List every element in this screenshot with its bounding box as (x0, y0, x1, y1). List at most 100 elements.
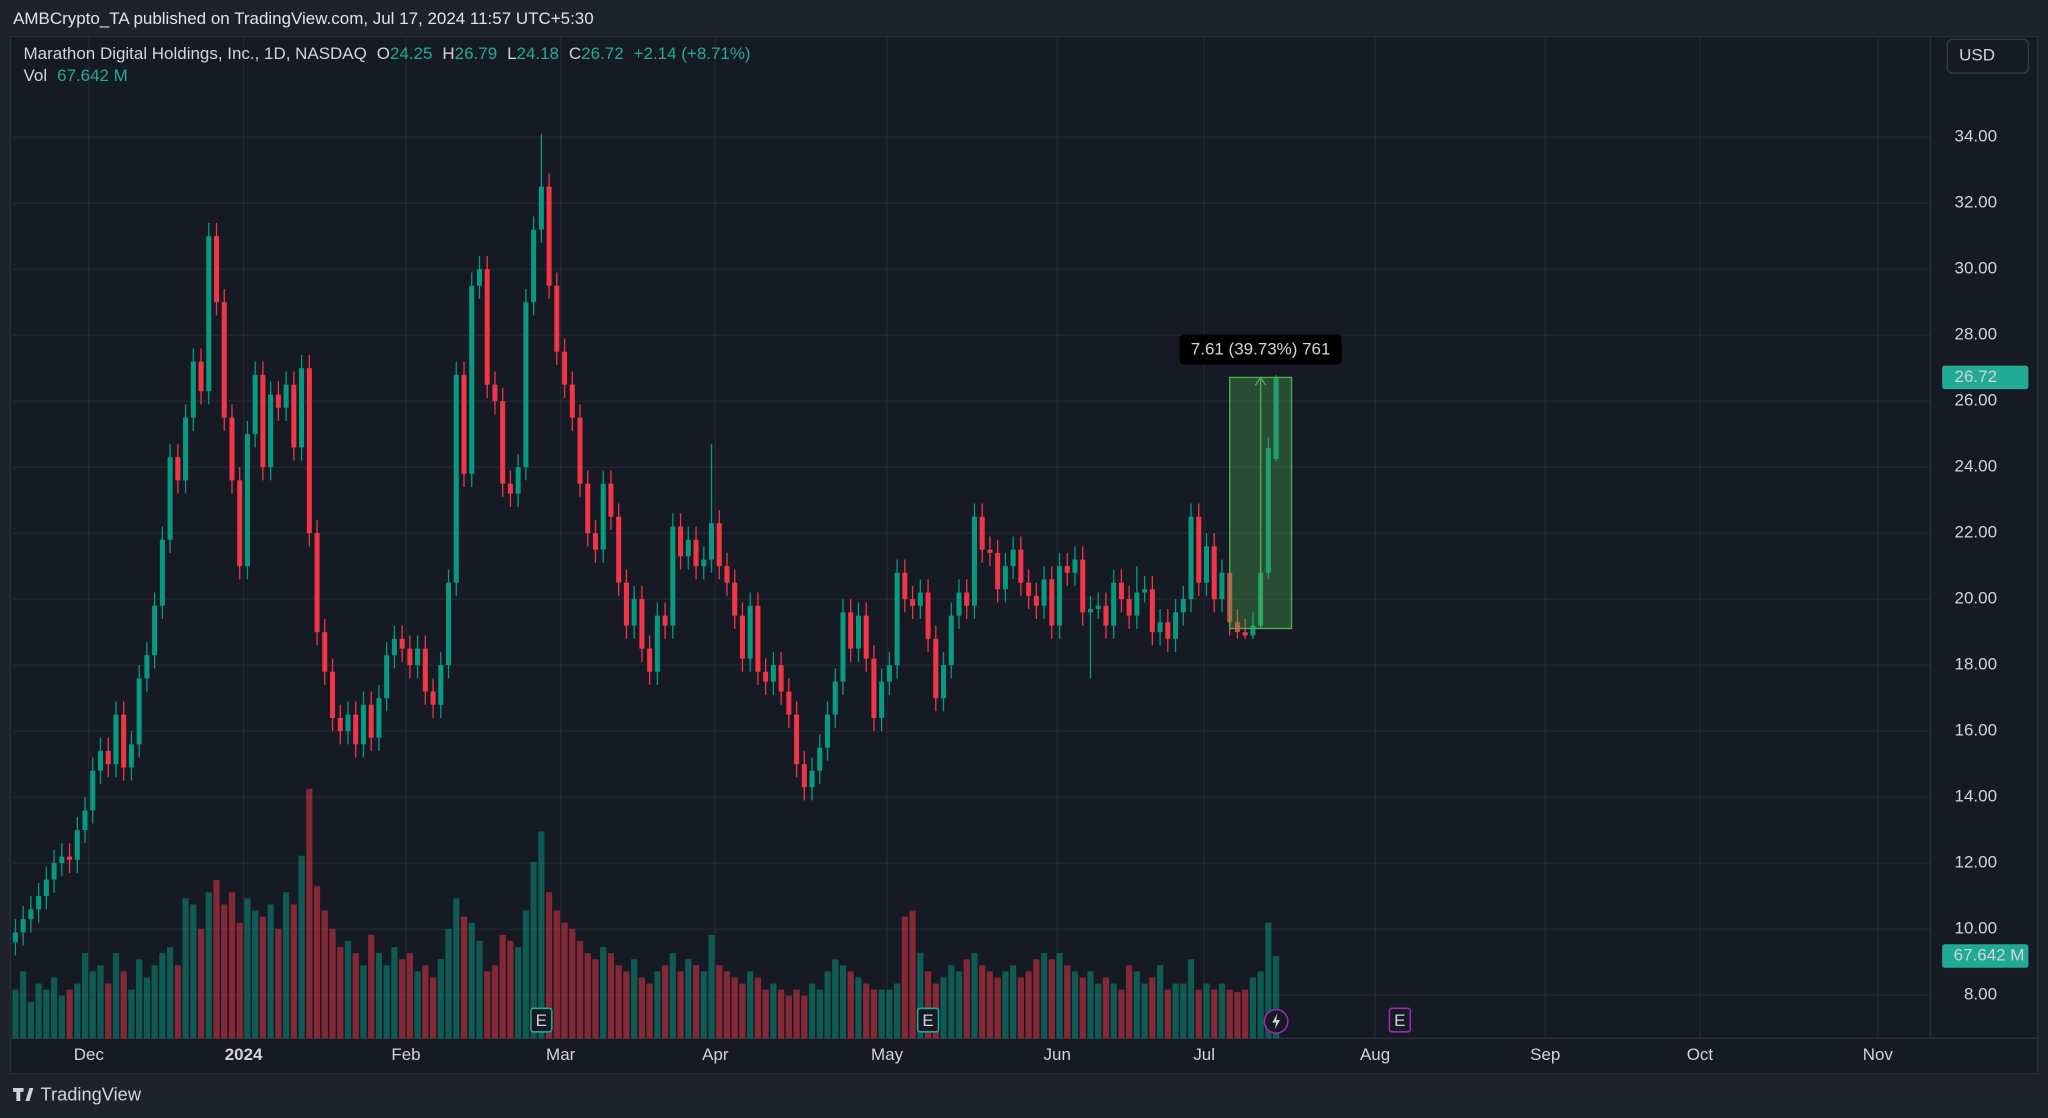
volume-bar (337, 947, 344, 1039)
candle-body (476, 269, 482, 286)
volume-bar (20, 971, 27, 1039)
candle-body (724, 566, 730, 583)
legend-change-pct: (+8.71%) (681, 44, 750, 63)
volume-bar (1025, 971, 1032, 1039)
volume-bar (863, 983, 870, 1039)
candle-body (469, 285, 475, 474)
volume-bar (267, 904, 274, 1039)
candle-body (36, 896, 42, 910)
candle-body (739, 615, 745, 659)
volume-bar (662, 965, 669, 1039)
candle-body (337, 717, 343, 732)
volume-bar (244, 898, 251, 1039)
candle-body (260, 374, 266, 468)
currency-label[interactable]: USD (1959, 46, 1995, 65)
candle-body (283, 384, 289, 408)
candle-body (368, 704, 374, 738)
volume-bar (344, 940, 352, 1039)
candle-body (1111, 582, 1117, 626)
candle-body (1072, 559, 1078, 573)
volume-bar (313, 886, 321, 1039)
candle-body (1018, 549, 1024, 583)
volume-bar (839, 965, 847, 1039)
candle-body (794, 714, 800, 765)
candle-body (879, 681, 885, 718)
candle-body (1188, 516, 1194, 600)
volume-bar (391, 947, 398, 1039)
candle-body (1064, 566, 1070, 573)
volume-bar (1249, 977, 1256, 1039)
candle-body (306, 368, 312, 534)
candle-body (1080, 559, 1086, 613)
volume-bar (228, 892, 236, 1039)
y-tick-label: 22.00 (1955, 523, 1997, 542)
volume-bar (522, 910, 529, 1039)
candle-body (585, 483, 591, 534)
candle-body (237, 480, 243, 567)
y-tick-label: 16.00 (1955, 721, 1997, 740)
candle-body (360, 704, 366, 745)
x-tick-label: Oct (1687, 1045, 1714, 1064)
candle-body (82, 810, 88, 831)
volume-bar (221, 904, 228, 1039)
candle-body (569, 384, 575, 418)
volume-bar (406, 953, 413, 1039)
volume-bar (615, 965, 622, 1039)
volume-bar (205, 892, 212, 1039)
candle-body (824, 714, 831, 748)
volume-bar (716, 965, 723, 1039)
candle-body (770, 665, 776, 682)
volume-bar (1172, 983, 1179, 1039)
volume-bar (924, 971, 932, 1039)
y-tick-label: 10.00 (1955, 919, 1997, 938)
candle-body (314, 533, 320, 633)
volume-bar (383, 965, 390, 1039)
candle-body (747, 605, 753, 659)
volume-bar (638, 977, 645, 1039)
volume-bar (1079, 977, 1086, 1039)
volume-bar (754, 977, 761, 1039)
candle-body (871, 658, 877, 718)
volume-bar (894, 983, 901, 1039)
volume-bar (1002, 971, 1009, 1039)
volume-bar (917, 953, 924, 1039)
volume-bar (816, 989, 823, 1039)
volume-bar (283, 892, 290, 1039)
candle-body (562, 351, 568, 385)
candle-body (1002, 566, 1008, 590)
measure-label-box (1179, 334, 1342, 365)
candle-body (136, 678, 142, 745)
y-tick-label: 26.00 (1955, 391, 1997, 410)
volume-bar (538, 831, 545, 1039)
candle-body (438, 665, 444, 705)
volume-bar (700, 971, 707, 1039)
candle-body (523, 302, 529, 468)
volume-bar (43, 989, 50, 1039)
volume-bar (1010, 965, 1017, 1039)
volume-bar (105, 983, 112, 1039)
last-price-box (1942, 365, 2029, 390)
candle-body (415, 648, 421, 666)
volume-bar (290, 904, 297, 1039)
currency-button[interactable] (1946, 38, 2030, 74)
candle-body (399, 638, 405, 649)
volume-bar (569, 928, 576, 1039)
volume-bar (151, 965, 158, 1039)
candle-body (1057, 566, 1063, 626)
y-tick-label: 14.00 (1955, 787, 1997, 806)
candle-body (159, 539, 165, 606)
x-tick-label: 2024 (225, 1045, 263, 1064)
volume-bar (607, 953, 615, 1039)
volume-bar (901, 916, 908, 1039)
candle-body (1049, 579, 1055, 626)
volume-bar (955, 971, 963, 1039)
candle-body (391, 638, 397, 656)
volume-bar (1187, 959, 1195, 1039)
candle-body (848, 612, 854, 649)
candle-body (90, 770, 96, 811)
volume-bar (979, 965, 986, 1039)
logo-icon (13, 1087, 34, 1102)
volume-bar (870, 989, 878, 1039)
